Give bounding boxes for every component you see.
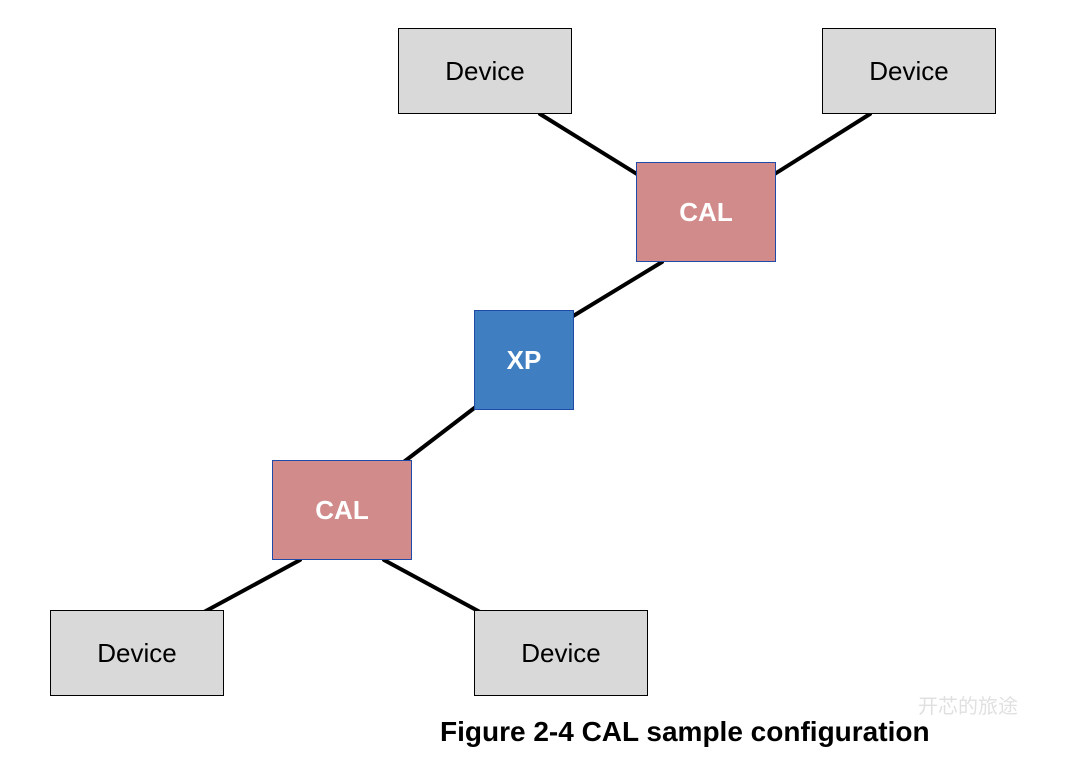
node-xp: XP	[474, 310, 574, 410]
diagram-canvas: Device Device CAL XP CAL Device Device	[0, 0, 1080, 760]
edge-cal-top-to-xp	[560, 262, 662, 324]
node-device-tr: Device	[822, 28, 996, 114]
figure-caption: Figure 2-4 CAL sample configuration	[440, 716, 930, 748]
node-cal-top: CAL	[636, 162, 776, 262]
node-cal-bot: CAL	[272, 460, 412, 560]
node-device-bl: Device	[50, 610, 224, 696]
node-device-tl: Device	[398, 28, 572, 114]
node-device-br: Device	[474, 610, 648, 696]
